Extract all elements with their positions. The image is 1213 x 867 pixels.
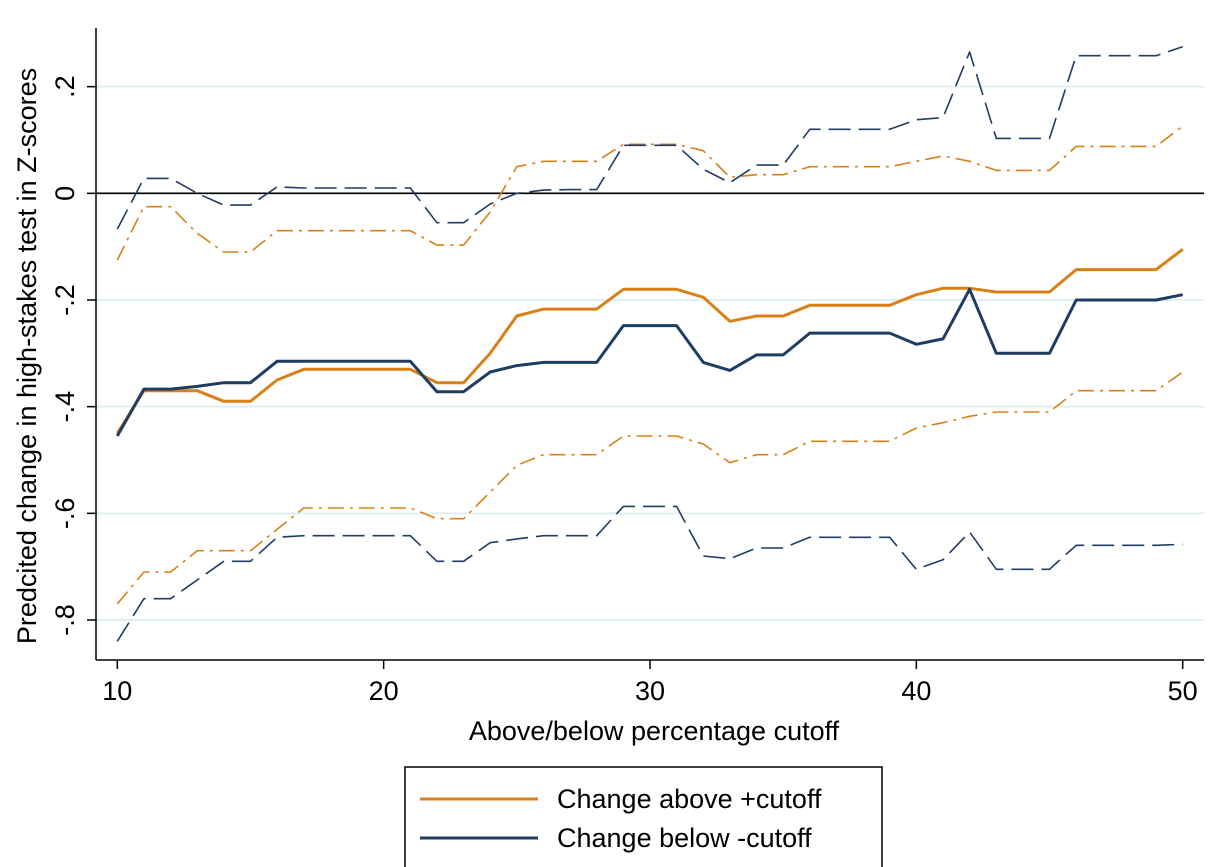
legend-label-1: Change below -cutoff xyxy=(557,823,812,853)
y-tick-label-4: 0 xyxy=(50,186,80,201)
y-ticks: -.8 -.6 -.4 -.2 0 .2 xyxy=(50,75,96,636)
series-3-estimate-line xyxy=(115,287,1183,437)
y-tick-label-2: -.4 xyxy=(50,391,80,423)
y-tick-label-5: .2 xyxy=(50,75,80,98)
x-tick-label-2: 30 xyxy=(635,676,665,706)
legend-items: Change above +cutoff Change below -cutoff xyxy=(420,784,822,853)
series-4-upper-ci-line xyxy=(116,45,1183,230)
y-axis-title: Predcited change in high-stakes test in … xyxy=(12,68,42,644)
series-group xyxy=(115,45,1184,642)
y-tick-label-0: -.8 xyxy=(50,604,80,636)
series-2-lower-ci-line xyxy=(116,371,1184,605)
x-tick-label-4: 50 xyxy=(1168,676,1198,706)
legend-box xyxy=(404,766,883,867)
series-5-lower-ci-line xyxy=(116,505,1183,642)
x-tick-label-0: 10 xyxy=(102,676,132,706)
y-tick-label-3: -.2 xyxy=(50,284,80,316)
y-tick-label-1: -.6 xyxy=(50,498,80,530)
x-tick-label-3: 40 xyxy=(901,676,931,706)
x-ticks: 10 20 30 40 50 xyxy=(102,660,1198,706)
x-axis-title: Above/below percentage cutoff xyxy=(469,716,840,746)
x-tick-label-1: 20 xyxy=(369,676,399,706)
legend: Change above +cutoff Change below -cutoff xyxy=(404,766,883,867)
legend-label-0: Change above +cutoff xyxy=(557,784,822,814)
series-0-estimate-line xyxy=(116,248,1184,435)
axes xyxy=(95,28,1204,661)
